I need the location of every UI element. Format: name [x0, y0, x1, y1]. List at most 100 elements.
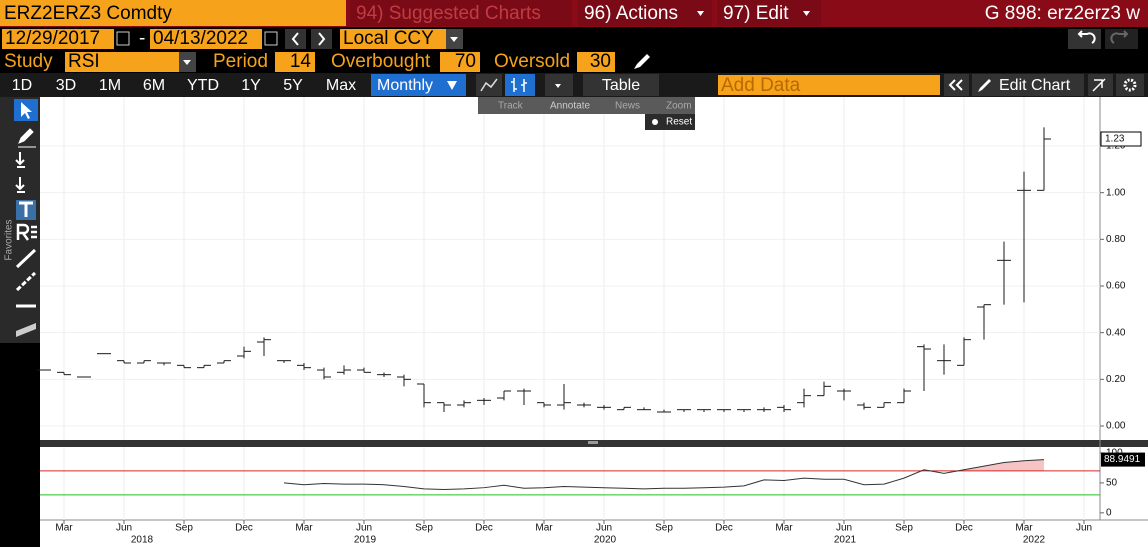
divider-handle[interactable] [588, 441, 598, 444]
range-button[interactable]: YTD [187, 77, 219, 94]
period-label: Period [213, 51, 268, 72]
x-tick-label: Jun [1076, 523, 1092, 534]
regression-tool[interactable] [16, 223, 37, 241]
x-tick-label: Sep [415, 523, 433, 534]
ray-tool[interactable] [15, 271, 37, 292]
function-code: G 898: erz2erz3 w [985, 3, 1141, 24]
y-tick-label: 50 [1106, 478, 1118, 489]
pencil-icon[interactable] [634, 54, 650, 69]
start-date-field[interactable] [2, 29, 114, 49]
table: Table [602, 77, 640, 94]
range-button[interactable]: Max [326, 77, 356, 94]
range-button[interactable]: 6M [143, 77, 165, 94]
trendline-tool[interactable] [15, 248, 37, 269]
table-button[interactable] [583, 74, 659, 96]
line-icon [480, 78, 498, 92]
chart-tools-panel [478, 97, 695, 114]
favorites-label: Favorites [4, 219, 15, 260]
period-field[interactable] [275, 52, 315, 72]
range-button[interactable]: 3D [56, 77, 76, 94]
x-tick-label: Jun [356, 523, 372, 534]
oversold-label: Oversold [494, 51, 570, 72]
redo-icon [1110, 30, 1129, 44]
last-value-label: 1.23 [1105, 134, 1125, 145]
frequency-button[interactable] [371, 74, 466, 96]
overbought: 70 [455, 51, 476, 72]
last-value-label: 88.9491 [1104, 454, 1141, 465]
last-value-box [1100, 131, 1142, 147]
price-panel [40, 97, 1148, 440]
oversold-field[interactable] [577, 52, 615, 72]
percent-tool[interactable] [15, 152, 25, 168]
dropdown-arrow [183, 60, 191, 65]
channel-tool[interactable] [16, 323, 36, 337]
y-tick-label: 1.00 [1106, 187, 1126, 198]
reset-button[interactable] [645, 114, 695, 130]
news-tool[interactable]: News [615, 101, 640, 112]
actions-menu[interactable]: 96) Actions [584, 3, 678, 24]
year-label: 2021 [834, 535, 857, 546]
prev-button[interactable] [285, 29, 306, 49]
track-tool[interactable]: Track [498, 101, 524, 112]
menu-button[interactable] [578, 0, 712, 26]
add-data: Add Data [721, 75, 801, 96]
settings-button[interactable] [1088, 74, 1113, 96]
overbought-fill [284, 459, 1044, 471]
next-icon [318, 32, 326, 46]
draw-tool[interactable] [18, 128, 36, 148]
ticker: ERZ2ERZ3 Comdty [4, 3, 172, 24]
add-data-field[interactable] [718, 75, 940, 95]
end-date: 04/13/2022 [153, 28, 248, 49]
calendar-icon[interactable] [116, 31, 130, 46]
settings-button[interactable] [1116, 74, 1144, 96]
menu-button[interactable] [717, 0, 821, 26]
undo-button[interactable] [1068, 29, 1101, 49]
dollar-tool[interactable] [15, 177, 25, 193]
rsi-line [283, 459, 1045, 490]
suggested-charts[interactable]: 94) Suggested Charts [356, 3, 541, 24]
range-button[interactable]: 1D [12, 77, 32, 94]
y-tick-label: 0.00 [1106, 421, 1126, 432]
ticker-field[interactable] [0, 0, 346, 26]
range-button[interactable]: 1M [99, 77, 121, 94]
date-separator: - [139, 28, 145, 49]
bar-icon [511, 78, 527, 92]
chart-settings-icon [1092, 78, 1106, 92]
period: 14 [290, 51, 312, 72]
zoom-tool[interactable]: Zoom [666, 101, 692, 112]
calendar-icon[interactable] [264, 31, 278, 46]
y-tick-label: 0.60 [1106, 281, 1126, 292]
redo-button[interactable] [1105, 29, 1138, 49]
edit-menu[interactable]: 97) Edit [723, 3, 789, 24]
year-label: 2019 [354, 535, 377, 546]
x-tick-label: Dec [235, 523, 253, 534]
study-label: Study [4, 51, 53, 72]
chart-type-button[interactable] [505, 74, 535, 96]
x-tick-label: Jun [836, 523, 852, 534]
range-button[interactable]: 5Y [283, 77, 303, 94]
undo-icon [1077, 30, 1096, 44]
overbought-label: Overbought [331, 51, 431, 72]
cursor-icon [21, 102, 32, 119]
pencil-icon [978, 79, 991, 92]
x-tick-label: Sep [895, 523, 913, 534]
x-tick-label: Mar [775, 523, 793, 534]
reset-icon [652, 119, 658, 125]
study-field[interactable] [65, 52, 196, 72]
edit-chart-button[interactable] [972, 74, 1084, 96]
x-tick-label: Dec [955, 523, 973, 534]
currency: Local CCY [343, 28, 434, 49]
currency-field[interactable] [340, 29, 463, 49]
year-label: 2022 [1023, 535, 1046, 546]
end-date-field[interactable] [150, 29, 262, 49]
x-tick-label: Dec [475, 523, 493, 534]
annotate-tool[interactable]: Annotate [550, 101, 590, 112]
x-tick-label: Sep [175, 523, 193, 534]
next-button[interactable] [311, 29, 332, 49]
x-tick-label: Mar [1015, 523, 1033, 534]
overbought-field[interactable] [440, 52, 480, 72]
range-button[interactable]: 1Y [241, 77, 261, 94]
year-label: 2020 [594, 535, 617, 546]
menu-button[interactable] [350, 0, 572, 26]
edit-chart: Edit Chart [999, 77, 1071, 94]
